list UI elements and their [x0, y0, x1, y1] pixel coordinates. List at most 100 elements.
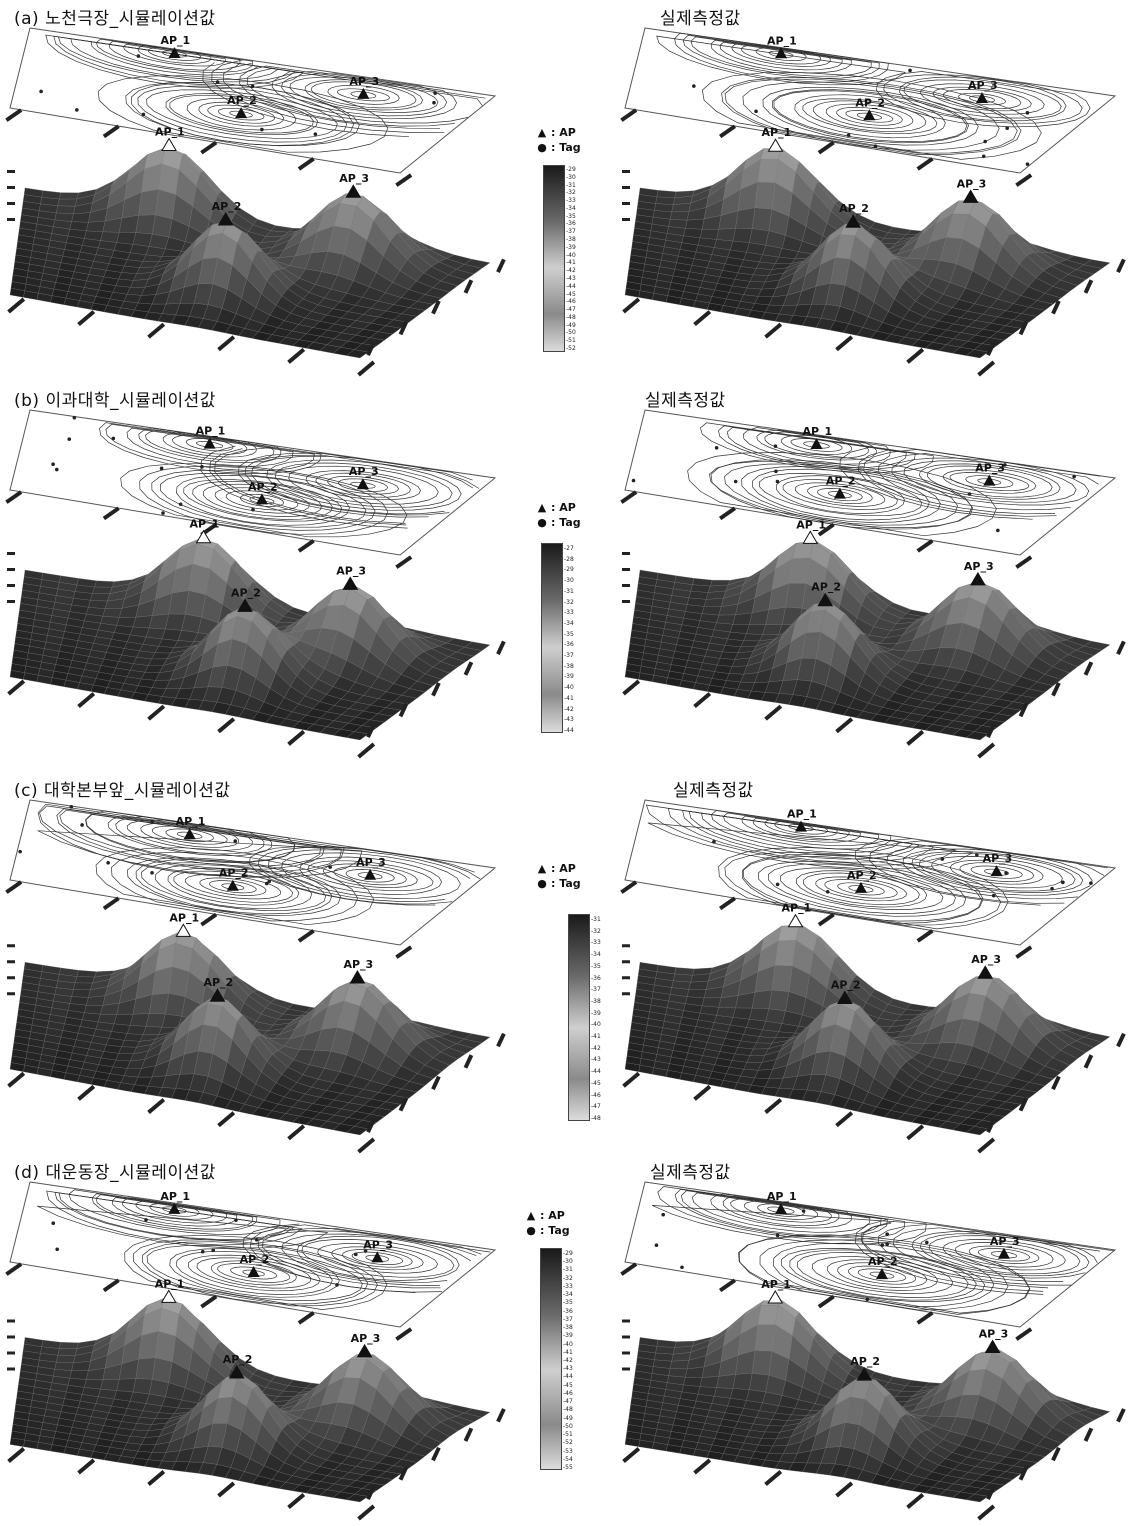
ap-marker-icon [371, 1251, 384, 1263]
tag-dot [353, 1252, 358, 1257]
plot-svg: AP_1 AP_2 AP_3 AP_1 AP_2 AP_3 [5, 1181, 506, 1521]
colorbar-tick: -53 [563, 1447, 573, 1455]
colorbar-tick: -35 [563, 1299, 573, 1307]
caption-right: 실제측정값 [673, 781, 754, 801]
contour-lines [37, 1189, 491, 1310]
tag-dot [967, 492, 972, 496]
colorbar-tick: -51 [563, 1431, 573, 1439]
surface-3d [9, 538, 491, 741]
ap-label: AP_1 [155, 1277, 185, 1290]
colorbar-tick: -34 [564, 619, 574, 627]
ap-label: AP_1 [767, 34, 797, 47]
plot-svg: AP_1 AP_2 AP_3 AP_1 AP_2 AP_3 [5, 799, 506, 1154]
tag-dot [773, 444, 778, 448]
colorbar [541, 543, 563, 733]
colorbar-tick: -44 [566, 282, 576, 290]
row-d: (d) 대운동장_시뮬레이션값 실제측정값 AP_1 AP_2 AP_3 AP_1 AP… [0, 1152, 1138, 1523]
ap-label: AP_1 [155, 126, 185, 139]
plot-svg: AP_1 AP_2 AP_3 AP_1 AP_2 AP_3 [5, 27, 506, 377]
colorbar-tick: -39 [591, 1009, 601, 1017]
colorbar-tick: -48 [591, 1115, 601, 1122]
surface-3d [9, 931, 491, 1136]
tag-dot [1004, 871, 1008, 875]
ap-peak-icon [962, 189, 979, 203]
ap-label: AP_3 [957, 177, 987, 190]
colorbar-tick: -39 [564, 673, 574, 681]
colorbar-tick: -36 [566, 220, 576, 228]
ap-label: AP_1 [169, 911, 199, 924]
tag-dot [801, 1209, 806, 1213]
tag-dot [215, 80, 220, 84]
ap-label: AP_2 [847, 869, 877, 882]
tag-dot [159, 466, 164, 471]
tag-dot [251, 507, 255, 512]
colorbar-tick: -42 [566, 267, 576, 275]
colorbar-tick: -33 [591, 939, 601, 947]
colorbar-tick: -45 [591, 1079, 601, 1087]
colorbar-tick: -35 [591, 962, 601, 970]
colorbar-tick: -40 [591, 1021, 601, 1029]
ap-marker-icon [863, 109, 876, 121]
colorbar-tick: -31 [564, 587, 574, 595]
ap-triangle-icon: ▲ [537, 126, 547, 139]
colorbar-tick: -34 [591, 951, 601, 959]
ap-marker-icon [247, 1265, 260, 1277]
colorbar-tick: -36 [563, 1307, 573, 1315]
plot-svg: AP_1 AP_2 AP_3 AP_1 AP_2 AP_3 [620, 27, 1126, 377]
tag-dot [136, 54, 141, 58]
contour-plane [624, 409, 1117, 556]
tag-dot [328, 865, 332, 869]
tag-dot [885, 1232, 890, 1236]
ap-label: AP_2 [227, 94, 257, 107]
ap-label: AP_2 [240, 1253, 270, 1266]
ap-marker-icon [775, 47, 788, 59]
ap-label: AP_3 [971, 953, 1001, 966]
tag-dot [254, 1238, 259, 1242]
ap-peak-icon [342, 576, 359, 590]
colorbar-tick: -38 [566, 236, 576, 244]
surface-3d [624, 148, 1111, 359]
ap-peak-icon [767, 1290, 784, 1304]
tag-dot [111, 436, 116, 441]
ap-label: AP_1 [761, 1278, 791, 1291]
ap-peak-icon [836, 990, 853, 1005]
ap-label: AP_3 [349, 75, 379, 88]
surface-3d [624, 924, 1111, 1136]
colorbar-tick: -44 [591, 1068, 601, 1076]
ap-label: AP_2 [219, 867, 249, 880]
tag-dot [1089, 881, 1093, 885]
ap-label: AP_1 [176, 815, 206, 828]
colorbar-tick: -32 [566, 189, 576, 197]
ap-label: AP_2 [831, 979, 861, 992]
surface-3d [9, 147, 491, 359]
colorbar-tick: -29 [566, 166, 576, 173]
tag-dot [712, 839, 716, 844]
ap-peak-icon [984, 1339, 1001, 1353]
tag-dot [432, 100, 436, 105]
tag-dot [1005, 126, 1009, 131]
ap-label: AP_3 [356, 856, 386, 869]
caption-right: 실제측정값 [660, 9, 741, 29]
colorbar-tick: -47 [566, 306, 576, 314]
contour-lines [99, 422, 480, 538]
colorbar-tick: -42 [591, 1044, 601, 1052]
ap-marker-icon [875, 1268, 888, 1280]
ap-label: AP_2 [839, 202, 869, 215]
ap-peak-icon [856, 1367, 873, 1381]
row-b: (b) 이과대학_시뮬레이션값 실제측정값 AP_1 AP_2 AP_3 AP_1 AP… [0, 380, 1138, 764]
tag-dot [67, 437, 72, 441]
colorbar-tick: -39 [563, 1332, 573, 1340]
tag-dot [940, 857, 945, 861]
ap-peak-icon [345, 184, 362, 198]
tag-dot [267, 879, 271, 884]
colorbar [543, 165, 565, 352]
ap-label: AP_3 [339, 172, 369, 185]
tag-dot [991, 893, 996, 898]
ap-label: AP_3 [968, 79, 998, 92]
ap-label: AP_1 [160, 34, 190, 47]
colorbar-tick: -40 [563, 1340, 573, 1348]
tag-dot-icon: ● [537, 516, 547, 529]
tag-dot [754, 109, 758, 114]
row-a: (a) 노천극장_시뮬레이션값 실제측정값 AP_1 AP_2 AP_3 AP_1 AP… [0, 0, 1138, 378]
ap-marker-icon [975, 92, 988, 104]
